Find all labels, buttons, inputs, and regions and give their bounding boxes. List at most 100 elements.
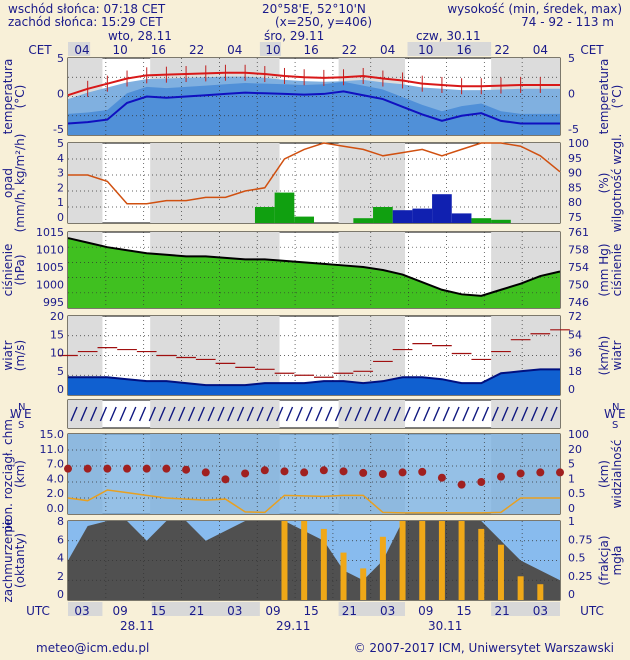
- right-tick-label: 1: [568, 515, 575, 528]
- cloud-height-dot: [280, 467, 289, 476]
- bottom-hour-label: 09: [265, 604, 280, 618]
- cloud-height-dot: [339, 467, 348, 476]
- wind-direction-arrow: [334, 406, 343, 422]
- top-hour-label: 10: [265, 43, 280, 57]
- right-tick-label: 761: [568, 226, 589, 239]
- top-hour-label: 04: [533, 43, 548, 57]
- wind-direction-arrow: [256, 406, 264, 422]
- wind-direction-arrow: [550, 406, 558, 422]
- sunset-text: zachód słońca: 15:29 CET: [8, 15, 163, 29]
- top-hour-label: 22: [495, 43, 510, 57]
- wind-direction-arrow: [481, 406, 490, 422]
- top-tz-label-right: CET: [580, 43, 604, 57]
- temp-area-inner: [68, 81, 560, 135]
- bottom-axis-shade: [338, 602, 406, 616]
- right-tick-label: 20: [568, 443, 582, 456]
- wind-direction-arrow: [187, 406, 196, 422]
- wind-direction-arrow: [70, 406, 78, 422]
- cloud-height-dot: [260, 466, 269, 475]
- right-tick-label: 75: [568, 211, 582, 224]
- left-tick-label: 2: [57, 181, 64, 194]
- top-hour-label: 10: [113, 43, 128, 57]
- left-tick-label: 20: [50, 310, 64, 323]
- fog-bar: [379, 536, 386, 600]
- left-tick-label: 2: [57, 570, 64, 583]
- wind-direction-arrow: [354, 406, 362, 422]
- bottom-tz-label-right: UTC: [580, 604, 604, 618]
- cloud-height-dot: [378, 470, 387, 478]
- footer-email[interactable]: meteo@icm.edu.pl: [36, 641, 150, 655]
- right-tick-label: 85: [568, 181, 582, 194]
- left-tick-label: 1005: [36, 261, 64, 274]
- compass-e: E: [24, 407, 32, 421]
- temp-min-line: [67, 90, 560, 125]
- cloud-height-dot: [241, 469, 250, 478]
- cloud-height-dot: [142, 464, 151, 473]
- fog-bar: [360, 568, 367, 600]
- panel-bg: [67, 399, 561, 429]
- sunrise-text: wschód słońca: 07:18 CET: [8, 2, 166, 16]
- right-tick-label: 95: [568, 152, 582, 165]
- precip-bar: [471, 218, 492, 223]
- precip-bar: [274, 192, 295, 223]
- cloud-height-dot: [83, 464, 92, 473]
- cloud-height-bg: [68, 434, 560, 514]
- left-tick-label: 0.0: [47, 502, 65, 515]
- right-axis-title: (mm Hg): [597, 243, 611, 296]
- bottom-hour-label: 21: [342, 604, 357, 618]
- fog-bar: [281, 521, 288, 600]
- bottom-tz-label: UTC: [26, 604, 50, 618]
- wind-direction-arrow: [491, 406, 499, 422]
- left-axis-unit: (oktanty): [13, 533, 27, 588]
- wind-direction-arrow: [540, 406, 548, 422]
- night-band: [150, 143, 260, 223]
- compass-n-right: N: [612, 402, 619, 413]
- right-tick-label: 0.75: [568, 533, 593, 546]
- night-band: [150, 400, 260, 428]
- cloud-height-dot: [359, 468, 368, 477]
- cloud-height-dot: [437, 473, 446, 482]
- right-tick-label: 36: [568, 347, 582, 360]
- humidity-line: [68, 142, 561, 205]
- top-hour-label: 16: [456, 43, 471, 57]
- top-axis-shade: [68, 42, 91, 56]
- right-axis-unit: widzialność: [610, 440, 624, 509]
- right-tick-label: 0: [568, 588, 575, 601]
- right-tick-label: 100: [568, 137, 589, 150]
- bottom-day-label: 30.11: [428, 619, 462, 633]
- elevation-values: 74 - 92 - 113 m: [521, 15, 614, 29]
- night-band: [68, 400, 103, 428]
- top-hour-label: 04: [227, 43, 242, 57]
- elevation-label: wysokość (min, średek, max): [447, 2, 622, 16]
- top-day-label: czw, 30.11: [416, 29, 481, 43]
- wind-direction-arrow: [511, 406, 519, 422]
- right-tick-label: 0.5: [568, 552, 586, 565]
- wind-direction-arrow: [462, 406, 470, 422]
- left-tick-label: 15.0: [40, 428, 65, 441]
- cloud-height-dot: [556, 468, 564, 477]
- left-axis-title: wiatr: [1, 340, 15, 370]
- bottom-hour-label: 09: [418, 604, 433, 618]
- wind-direction-arrow: [80, 406, 88, 422]
- right-tick-label: 0: [568, 88, 575, 101]
- cloud-cover-area: [68, 521, 560, 600]
- right-axis-title: (%): [597, 173, 611, 194]
- wind-direction-arrow: [197, 406, 205, 422]
- bottom-hour-label: 15: [304, 604, 319, 618]
- footer-copyright: © 2007-2017 ICM, Uniwersytet Warszawski: [353, 641, 614, 655]
- precip-bar: [451, 213, 472, 223]
- left-tick-label: 0: [57, 88, 64, 101]
- wind-direction-arrow: [393, 406, 401, 422]
- left-tick-label: 1015: [36, 226, 64, 239]
- left-axis-title: pion. rozciągł. chm.: [1, 415, 15, 533]
- right-tick-label: 746: [568, 296, 589, 309]
- right-tick-label: 100: [568, 428, 589, 441]
- fog-bar: [320, 528, 327, 600]
- cloud-height-dot: [221, 475, 230, 484]
- left-tick-label: 4: [57, 152, 64, 165]
- wind-direction-arrow: [530, 406, 539, 422]
- left-axis-title: zachmurzenie: [1, 518, 15, 602]
- wind-direction-arrow: [148, 406, 157, 422]
- right-tick-label: 0.5: [568, 487, 586, 500]
